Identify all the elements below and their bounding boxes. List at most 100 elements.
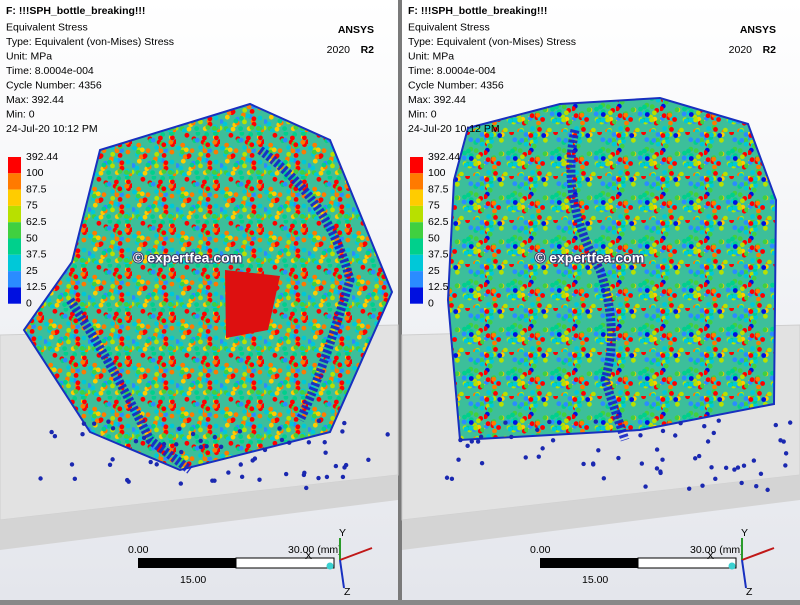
debris — [654, 466, 660, 471]
debris — [702, 423, 707, 429]
debris — [340, 474, 346, 480]
debris — [324, 474, 330, 480]
legend-label: 0 — [428, 297, 434, 309]
debris — [226, 470, 231, 475]
debris — [616, 455, 621, 461]
triad-label-x: X — [707, 550, 714, 562]
header-line: 24-Jul-20 10:12 PM — [6, 123, 98, 135]
debris — [713, 476, 718, 482]
debris — [257, 477, 262, 482]
debris — [773, 422, 778, 428]
triad-z — [741, 559, 747, 589]
header-line: Max: 392.44 — [6, 94, 64, 106]
scale-start: 0.00 — [530, 544, 551, 556]
debris — [709, 465, 714, 470]
debris — [49, 429, 54, 435]
debris — [198, 438, 203, 444]
debris — [198, 444, 204, 450]
scale-end: 30.00 (mm) — [288, 544, 342, 556]
debris — [279, 437, 285, 443]
debris — [686, 486, 692, 491]
debris — [523, 455, 528, 460]
legend-label: 12.5 — [428, 281, 449, 293]
header-line: Max: 392.44 — [408, 94, 466, 106]
triad-label-x: X — [305, 550, 312, 562]
legend-swatch — [410, 205, 423, 223]
debris — [465, 443, 470, 449]
triad-label-z: Z — [746, 586, 753, 598]
debris — [678, 420, 683, 426]
debris — [204, 444, 209, 449]
debris — [547, 419, 552, 425]
debris — [596, 448, 601, 453]
debris — [323, 450, 328, 455]
debris — [306, 440, 312, 445]
debris — [277, 426, 282, 431]
debris — [660, 457, 665, 462]
debris — [366, 457, 371, 462]
debris — [654, 447, 660, 452]
debris — [479, 460, 485, 466]
debris — [81, 421, 87, 426]
scale-start: 0.00 — [128, 544, 149, 556]
debris — [178, 481, 184, 486]
scale-bar-black — [540, 558, 638, 568]
header-line: Unit: MPa — [6, 50, 52, 62]
debris — [385, 432, 390, 437]
debris — [536, 454, 541, 459]
debris — [787, 420, 793, 425]
scale-bar-black — [138, 558, 236, 568]
legend-swatch — [8, 205, 21, 223]
legend-label: 50 — [26, 232, 38, 244]
debris — [316, 418, 322, 424]
legend-swatch — [410, 271, 423, 288]
debris — [107, 462, 113, 467]
legend-label: 37.5 — [428, 249, 449, 261]
header-line: 24-Jul-20 10:12 PM — [408, 123, 500, 135]
body-shape — [446, 96, 778, 442]
legend-swatch — [8, 189, 21, 206]
debris — [340, 429, 345, 434]
logo-release: R2 — [763, 44, 777, 56]
header-line: Cycle Number: 4356 — [6, 79, 102, 91]
debris — [751, 458, 757, 463]
legend-swatch — [8, 254, 21, 272]
debris — [601, 476, 607, 481]
debris — [692, 456, 698, 461]
debris — [250, 458, 255, 463]
legend-swatch — [8, 173, 21, 190]
debris — [765, 487, 770, 493]
debris — [550, 438, 556, 443]
legend-label: 87.5 — [428, 183, 449, 195]
legend-label: 100 — [428, 167, 446, 179]
debris — [716, 418, 721, 423]
logo-release: R2 — [361, 44, 375, 56]
debris — [469, 439, 474, 444]
watermark: © expertfea.com — [535, 250, 644, 266]
debris — [783, 451, 789, 456]
debris — [732, 467, 737, 472]
debris — [590, 461, 596, 466]
debris — [52, 434, 58, 439]
debris — [343, 462, 349, 468]
watermark: © expertfea.com — [133, 250, 242, 266]
debris — [705, 439, 711, 444]
debris — [333, 463, 339, 469]
crack — [257, 146, 355, 423]
debris — [237, 429, 243, 434]
debris — [91, 421, 97, 426]
legend-swatch — [410, 287, 423, 304]
triad-origin — [326, 562, 334, 570]
legend-label: 25 — [26, 265, 38, 277]
debris — [535, 427, 540, 433]
header-line: Min: 0 — [6, 108, 35, 120]
debris — [540, 446, 545, 451]
debris — [126, 479, 131, 484]
debris — [783, 463, 788, 468]
scale-mid: 15.00 — [582, 574, 608, 586]
debris — [262, 447, 268, 453]
scale-mid: 15.00 — [180, 574, 206, 586]
debris — [304, 485, 309, 491]
header-line: Equivalent Stress — [408, 21, 490, 33]
debris — [711, 430, 716, 436]
